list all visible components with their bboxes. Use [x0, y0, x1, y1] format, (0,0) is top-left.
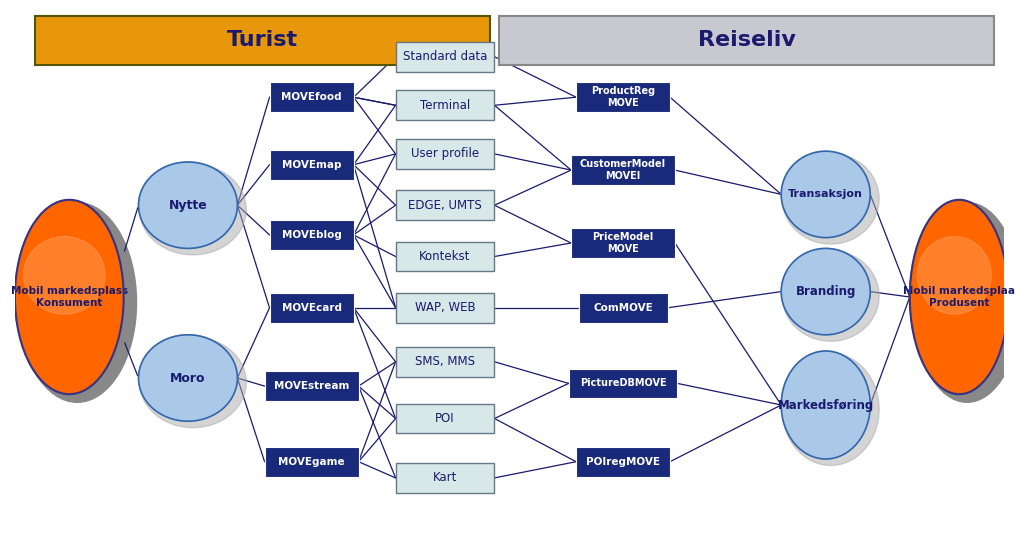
FancyBboxPatch shape	[571, 228, 675, 258]
Ellipse shape	[782, 251, 880, 341]
Ellipse shape	[782, 353, 880, 465]
Text: Branding: Branding	[796, 285, 856, 298]
Text: Terminal: Terminal	[420, 99, 470, 112]
FancyBboxPatch shape	[395, 293, 495, 322]
FancyBboxPatch shape	[395, 347, 495, 377]
Text: Reiseliv: Reiseliv	[697, 30, 796, 51]
Ellipse shape	[17, 202, 136, 402]
Ellipse shape	[909, 200, 1009, 394]
FancyBboxPatch shape	[395, 90, 495, 120]
Ellipse shape	[781, 151, 870, 238]
FancyBboxPatch shape	[269, 293, 353, 322]
Ellipse shape	[912, 202, 1022, 402]
FancyBboxPatch shape	[395, 139, 495, 168]
FancyBboxPatch shape	[577, 447, 670, 477]
FancyBboxPatch shape	[577, 82, 670, 112]
Text: Kontekst: Kontekst	[420, 250, 471, 263]
Text: MOVEstream: MOVEstream	[273, 381, 349, 391]
FancyBboxPatch shape	[395, 190, 495, 220]
Text: Transaksjon: Transaksjon	[788, 190, 863, 199]
Ellipse shape	[781, 248, 870, 335]
Ellipse shape	[24, 237, 105, 314]
Text: Moro: Moro	[170, 372, 206, 384]
FancyBboxPatch shape	[395, 241, 495, 271]
Text: User profile: User profile	[411, 147, 479, 160]
Text: WAP, WEB: WAP, WEB	[415, 301, 475, 314]
Text: MOVEmap: MOVEmap	[282, 160, 341, 170]
Text: MOVEgame: MOVEgame	[279, 457, 345, 467]
Text: CustomerModel
MOVEI: CustomerModel MOVEI	[580, 159, 666, 181]
Ellipse shape	[138, 162, 238, 248]
Ellipse shape	[139, 337, 247, 428]
Text: Nytte: Nytte	[169, 199, 207, 212]
Text: Standard data: Standard data	[402, 50, 487, 63]
Text: PictureDBMOVE: PictureDBMOVE	[580, 379, 667, 388]
Text: EDGE, UMTS: EDGE, UMTS	[409, 199, 482, 212]
FancyBboxPatch shape	[264, 447, 358, 477]
Text: Markedsføring: Markedsføring	[777, 399, 873, 411]
FancyBboxPatch shape	[568, 369, 678, 399]
Text: MOVEcard: MOVEcard	[282, 303, 342, 313]
FancyBboxPatch shape	[269, 220, 353, 249]
FancyBboxPatch shape	[35, 16, 489, 65]
FancyBboxPatch shape	[500, 16, 994, 65]
Ellipse shape	[139, 164, 247, 255]
FancyBboxPatch shape	[579, 293, 668, 322]
FancyBboxPatch shape	[269, 82, 353, 112]
Ellipse shape	[781, 351, 870, 459]
FancyBboxPatch shape	[395, 404, 495, 433]
FancyBboxPatch shape	[395, 42, 495, 71]
FancyBboxPatch shape	[395, 463, 495, 492]
Text: ProductReg
MOVE: ProductReg MOVE	[591, 86, 655, 108]
Text: PriceModel
MOVE: PriceModel MOVE	[593, 232, 653, 254]
Ellipse shape	[15, 200, 124, 394]
Text: ComMOVE: ComMOVE	[593, 303, 653, 313]
Ellipse shape	[782, 153, 880, 244]
Text: POIregMOVE: POIregMOVE	[586, 457, 660, 467]
Ellipse shape	[138, 335, 238, 421]
Text: SMS, MMS: SMS, MMS	[415, 355, 475, 368]
Text: Mobil markedsplaa
Produsent: Mobil markedsplaa Produsent	[903, 286, 1015, 308]
FancyBboxPatch shape	[571, 155, 675, 185]
Text: MOVEfood: MOVEfood	[282, 92, 342, 102]
Text: Turist: Turist	[226, 30, 298, 51]
Text: MOVEblog: MOVEblog	[282, 230, 341, 240]
Ellipse shape	[918, 237, 991, 314]
Text: Mobil markedsplass
Konsument: Mobil markedsplass Konsument	[10, 286, 128, 308]
FancyBboxPatch shape	[269, 150, 353, 179]
Text: Kart: Kart	[433, 471, 458, 484]
Text: POI: POI	[435, 412, 455, 425]
FancyBboxPatch shape	[264, 372, 358, 401]
